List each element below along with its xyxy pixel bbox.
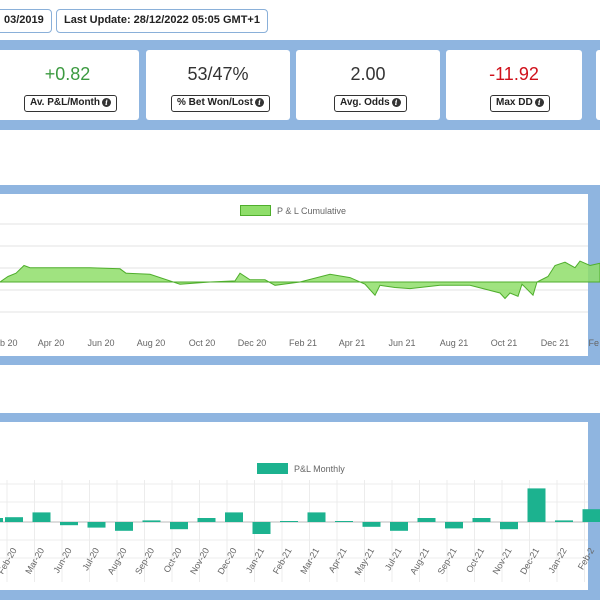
legend-swatch bbox=[240, 205, 271, 216]
cumulative-chart: b 20 Apr 20 Jun 20 Aug 20 Oct 20 Dec 20 Feb 21… bbox=[0, 223, 600, 348]
bar-Oct-20 bbox=[170, 522, 188, 530]
kpi-label-text: Max DD bbox=[496, 97, 533, 108]
info-icon[interactable]: i bbox=[254, 98, 264, 107]
kpi-card-bet-won: 53/47% % Bet Won/Lost i bbox=[146, 50, 290, 120]
cumulative-x-ticks: b 20 Apr 20 Jun 20 Aug 20 Oct 20 Dec 20 Feb 21… bbox=[0, 338, 599, 348]
bar-Oct-21 bbox=[472, 518, 491, 522]
bar-Jul-20 bbox=[87, 522, 106, 528]
bar-Jun-20 bbox=[60, 522, 78, 526]
x-tick-label: Jun-20 bbox=[51, 546, 73, 575]
x-tick-label: Jun 20 bbox=[87, 338, 114, 348]
legend-label: P&L Monthly bbox=[294, 464, 345, 474]
x-tick-label: Dec 21 bbox=[541, 338, 570, 348]
x-tick-label: Dec 20 bbox=[238, 338, 267, 348]
last-update-tag: Last Update: 28/12/2022 05:05 GMT+1 bbox=[56, 9, 268, 33]
x-tick-label: Apr 20 bbox=[38, 338, 65, 348]
x-tick-label: Oct-20 bbox=[162, 546, 184, 574]
kpi-label-avg-odds[interactable]: Avg. Odds i bbox=[334, 95, 407, 112]
bar-Feb-22 bbox=[582, 509, 600, 522]
bar-partial bbox=[0, 518, 3, 522]
kpi-card-avg-pl: +0.82 Av. P&L/Month i bbox=[0, 50, 139, 120]
monthly-panel: P&L Monthly Feb-20 Mar-20 Jun-20 Jul-20 Aug-… bbox=[0, 422, 600, 590]
info-icon[interactable]: i bbox=[102, 98, 111, 107]
start-date-tag: 03/2019 bbox=[0, 9, 52, 33]
legend-label: P & L Cumulative bbox=[277, 206, 347, 216]
bar-May-21 bbox=[362, 522, 381, 527]
x-tick-label: Apr 21 bbox=[339, 338, 366, 348]
bar-Jul-21 bbox=[390, 522, 408, 531]
kpi-label-max-dd[interactable]: Max DD i bbox=[490, 95, 550, 112]
x-tick-label: Jan-22 bbox=[546, 546, 568, 575]
bar-Feb-21 bbox=[280, 521, 298, 522]
x-tick-label: Fe bbox=[588, 338, 599, 348]
x-tick-label: Oct 21 bbox=[491, 338, 518, 348]
kpi-value-bet-won: 53/47% bbox=[187, 64, 249, 84]
x-tick-label: Jul-20 bbox=[80, 546, 101, 572]
cumulative-legend: P & L Cumulative bbox=[240, 205, 346, 216]
bar-Jan-22 bbox=[555, 520, 573, 522]
monthly-legend: P&L Monthly bbox=[257, 463, 345, 474]
cumulative-area bbox=[0, 260, 600, 300]
kpi-card-avg-odds: 2.00 Avg. Odds i bbox=[296, 50, 440, 120]
bar-Apr-21 bbox=[335, 521, 353, 522]
x-tick-label: Aug 21 bbox=[440, 338, 469, 348]
kpi-card-partial bbox=[596, 50, 600, 120]
bar-Dec-20 bbox=[225, 512, 243, 522]
info-icon[interactable]: i bbox=[391, 98, 401, 107]
bar-Sep-21 bbox=[445, 522, 463, 529]
monthly-chart: Feb-20 Mar-20 Jun-20 Jul-20 Aug-20 Sep-20 Oct-… bbox=[0, 480, 600, 582]
x-tick-label: Jun 21 bbox=[388, 338, 415, 348]
kpi-label-text: Av. P&L/Month bbox=[30, 97, 100, 108]
kpi-label-avg-pl[interactable]: Av. P&L/Month i bbox=[24, 95, 117, 112]
bar-Sep-20 bbox=[142, 520, 161, 522]
x-tick-label: Apr-21 bbox=[327, 546, 349, 574]
x-tick-label: Feb-20 bbox=[0, 546, 19, 576]
bar-Feb-20 bbox=[5, 517, 23, 522]
monthly-bars bbox=[0, 488, 600, 534]
bar-Mar-21 bbox=[307, 512, 326, 522]
cumulative-panel: P & L Cumulative b 20 Apr 20 Jun 20 Aug 20 O… bbox=[0, 194, 600, 356]
kpi-value-avg-odds: 2.00 bbox=[350, 64, 386, 84]
x-tick-label: Oct-21 bbox=[464, 546, 486, 574]
x-tick-label: Oct 20 bbox=[189, 338, 216, 348]
x-tick-label: Jul-21 bbox=[383, 546, 404, 572]
bar-Dec-21 bbox=[527, 488, 546, 522]
x-tick-label: Feb 21 bbox=[289, 338, 317, 348]
bar-Aug-20 bbox=[115, 522, 133, 531]
x-tick-label: Aug 20 bbox=[137, 338, 166, 348]
bar-Nov-21 bbox=[500, 522, 518, 530]
bar-Jan-21 bbox=[252, 522, 271, 534]
kpi-card-max-dd: -11.92 Max DD i bbox=[446, 50, 582, 120]
bar-Mar-20 bbox=[32, 512, 51, 522]
info-icon[interactable]: i bbox=[534, 98, 544, 107]
kpi-value-max-dd: -11.92 bbox=[489, 64, 539, 84]
kpi-label-bet-won[interactable]: % Bet Won/Lost i bbox=[171, 95, 270, 112]
kpi-label-text: % Bet Won/Lost bbox=[177, 97, 253, 108]
bar-Aug-21 bbox=[417, 518, 436, 522]
x-tick-label: Jan-21 bbox=[244, 546, 266, 575]
x-tick-label: b 20 bbox=[0, 338, 18, 348]
x-tick-label: Feb-2 bbox=[576, 546, 596, 571]
bar-Nov-20 bbox=[197, 518, 216, 522]
kpi-label-text: Avg. Odds bbox=[340, 97, 390, 108]
legend-swatch bbox=[257, 463, 288, 474]
kpi-value-avg-pl: +0.82 bbox=[44, 64, 91, 84]
